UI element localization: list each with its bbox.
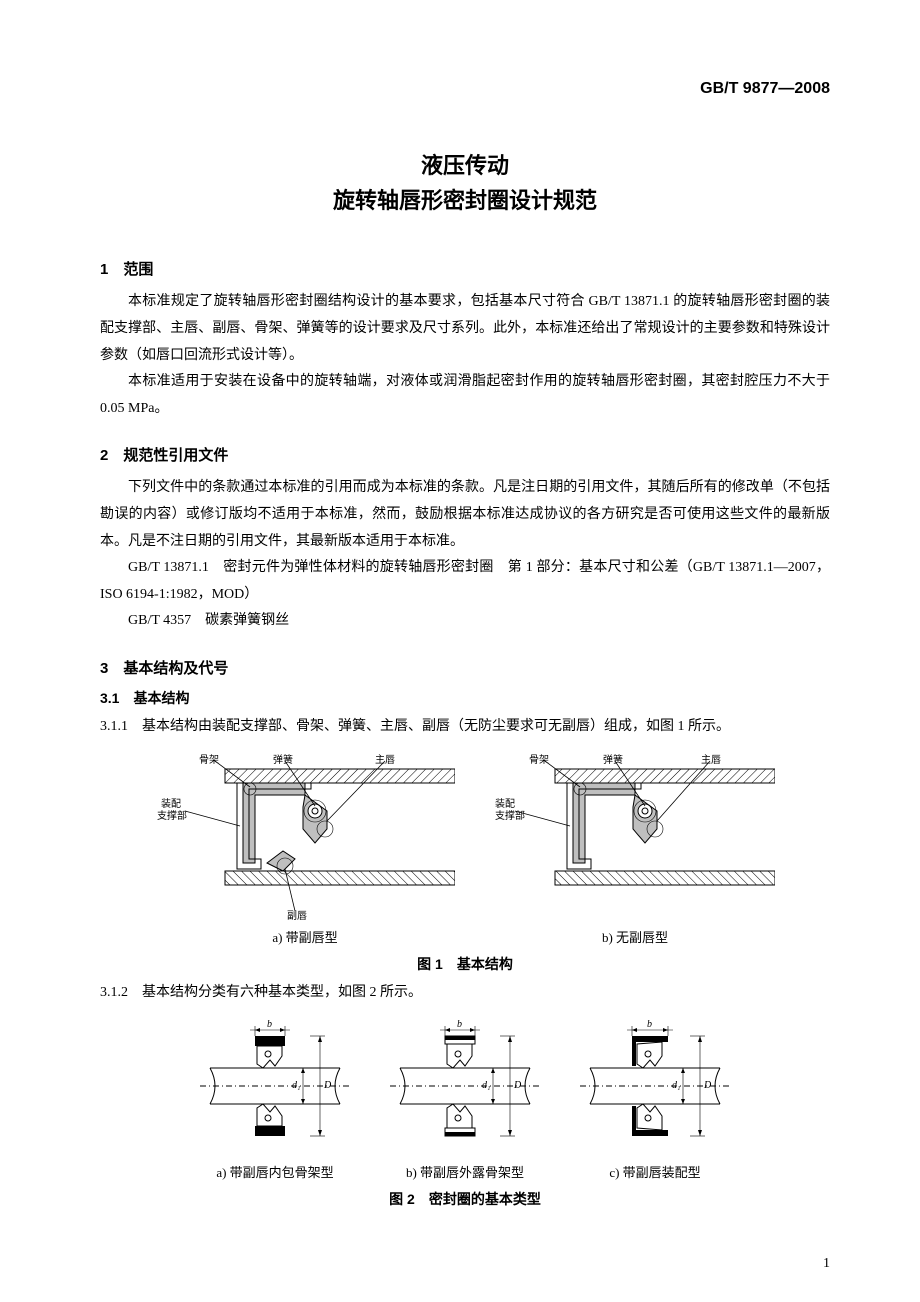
svg-text:b: b [647,1019,652,1030]
svg-text:d₁: d₁ [292,1080,300,1091]
svg-text:D: D [513,1080,522,1091]
section-2-heading: 2 规范性引用文件 [100,444,830,465]
section-1-heading: 1 范围 [100,258,830,279]
svg-text:主唇: 主唇 [701,754,721,766]
title-block: 液压传动 旋转轴唇形密封圈设计规范 [100,148,830,218]
svg-text:弹簧: 弹簧 [603,753,623,766]
figure-2c-label: c) 带副唇装配型 [609,1162,700,1181]
figure-2c-cell: b D d₁ c) 带副唇装配型 [580,1016,730,1181]
svg-text:装配: 装配 [495,797,515,810]
svg-text:b: b [267,1019,272,1030]
section-3-1-heading: 3.1 基本结构 [100,688,830,708]
svg-text:d₁: d₁ [482,1080,490,1091]
figure-1b-diagram: 骨架 弹簧 主唇 装配 支撑部 [495,751,775,921]
figure-1b-label: b) 无副唇型 [602,927,668,946]
figure-1-caption: 图 1 基本结构 [100,954,830,974]
svg-text:弹簧: 弹簧 [273,753,293,766]
section-3-1-2: 3.1.2 基本结构分类有六种基本类型，如图 2 所示。 [100,980,830,1007]
figure-1b-cell: 骨架 弹簧 主唇 装配 支撑部 b) 无副唇型 [495,751,775,946]
svg-text:D: D [703,1080,712,1091]
figure-2c-diagram: b D d₁ [580,1016,730,1156]
svg-text:装配: 装配 [161,797,181,810]
title-line-1: 液压传动 [100,148,830,183]
svg-text:主唇: 主唇 [375,754,395,766]
figure-1-row: 骨架 弹簧 主唇 装配 支撑部 副唇 a) 带副唇型 [100,751,830,946]
svg-text:支撑部: 支撑部 [495,809,525,822]
figure-1a-diagram: 骨架 弹簧 主唇 装配 支撑部 副唇 [155,751,455,921]
figure-2a-diagram: b D d₁ [200,1016,350,1156]
section-2-para-3: GB/T 4357 碳素弹簧钢丝 [100,608,830,635]
figure-2b-diagram: b D d₁ [390,1016,540,1156]
figure-2a-label: a) 带副唇内包骨架型 [216,1162,333,1181]
page-number: 1 [823,1256,830,1272]
svg-text:骨架: 骨架 [529,754,549,766]
figure-2-caption: 图 2 密封圈的基本类型 [100,1189,830,1209]
section-2-para-2: GB/T 13871.1 密封元件为弹性体材料的旋转轴唇形密封圈 第 1 部分：… [100,555,830,608]
title-line-2: 旋转轴唇形密封圈设计规范 [100,183,830,218]
section-3-heading: 3 基本结构及代号 [100,657,830,678]
svg-text:副唇: 副唇 [287,910,307,921]
figure-1a-label: a) 带副唇型 [272,927,337,946]
svg-text:骨架: 骨架 [199,754,219,766]
svg-text:d₁: d₁ [672,1080,680,1091]
figure-2-row: b D d₁ a) 带副唇内包骨架型 [100,1016,830,1181]
svg-text:支撑部: 支撑部 [157,809,187,822]
figure-2b-label: b) 带副唇外露骨架型 [406,1162,524,1181]
section-1-para-1: 本标准规定了旋转轴唇形密封圈结构设计的基本要求，包括基本尺寸符合 GB/T 13… [100,289,830,369]
figure-2a-cell: b D d₁ a) 带副唇内包骨架型 [200,1016,350,1181]
svg-text:b: b [457,1019,462,1030]
section-1-para-2: 本标准适用于安装在设备中的旋转轴端，对液体或润滑脂起密封作用的旋转轴唇形密封圈，… [100,369,830,422]
document-id: GB/T 9877—2008 [100,80,830,98]
svg-text:D: D [323,1080,332,1091]
figure-2b-cell: b D d₁ b) 带副唇外露骨架型 [390,1016,540,1181]
section-2-para-1: 下列文件中的条款通过本标准的引用而成为本标准的条款。凡是注日期的引用文件，其随后… [100,475,830,555]
figure-1a-cell: 骨架 弹簧 主唇 装配 支撑部 副唇 a) 带副唇型 [155,751,455,946]
section-3-1-1: 3.1.1 基本结构由装配支撑部、骨架、弹簧、主唇、副唇（无防尘要求可无副唇）组… [100,714,830,741]
